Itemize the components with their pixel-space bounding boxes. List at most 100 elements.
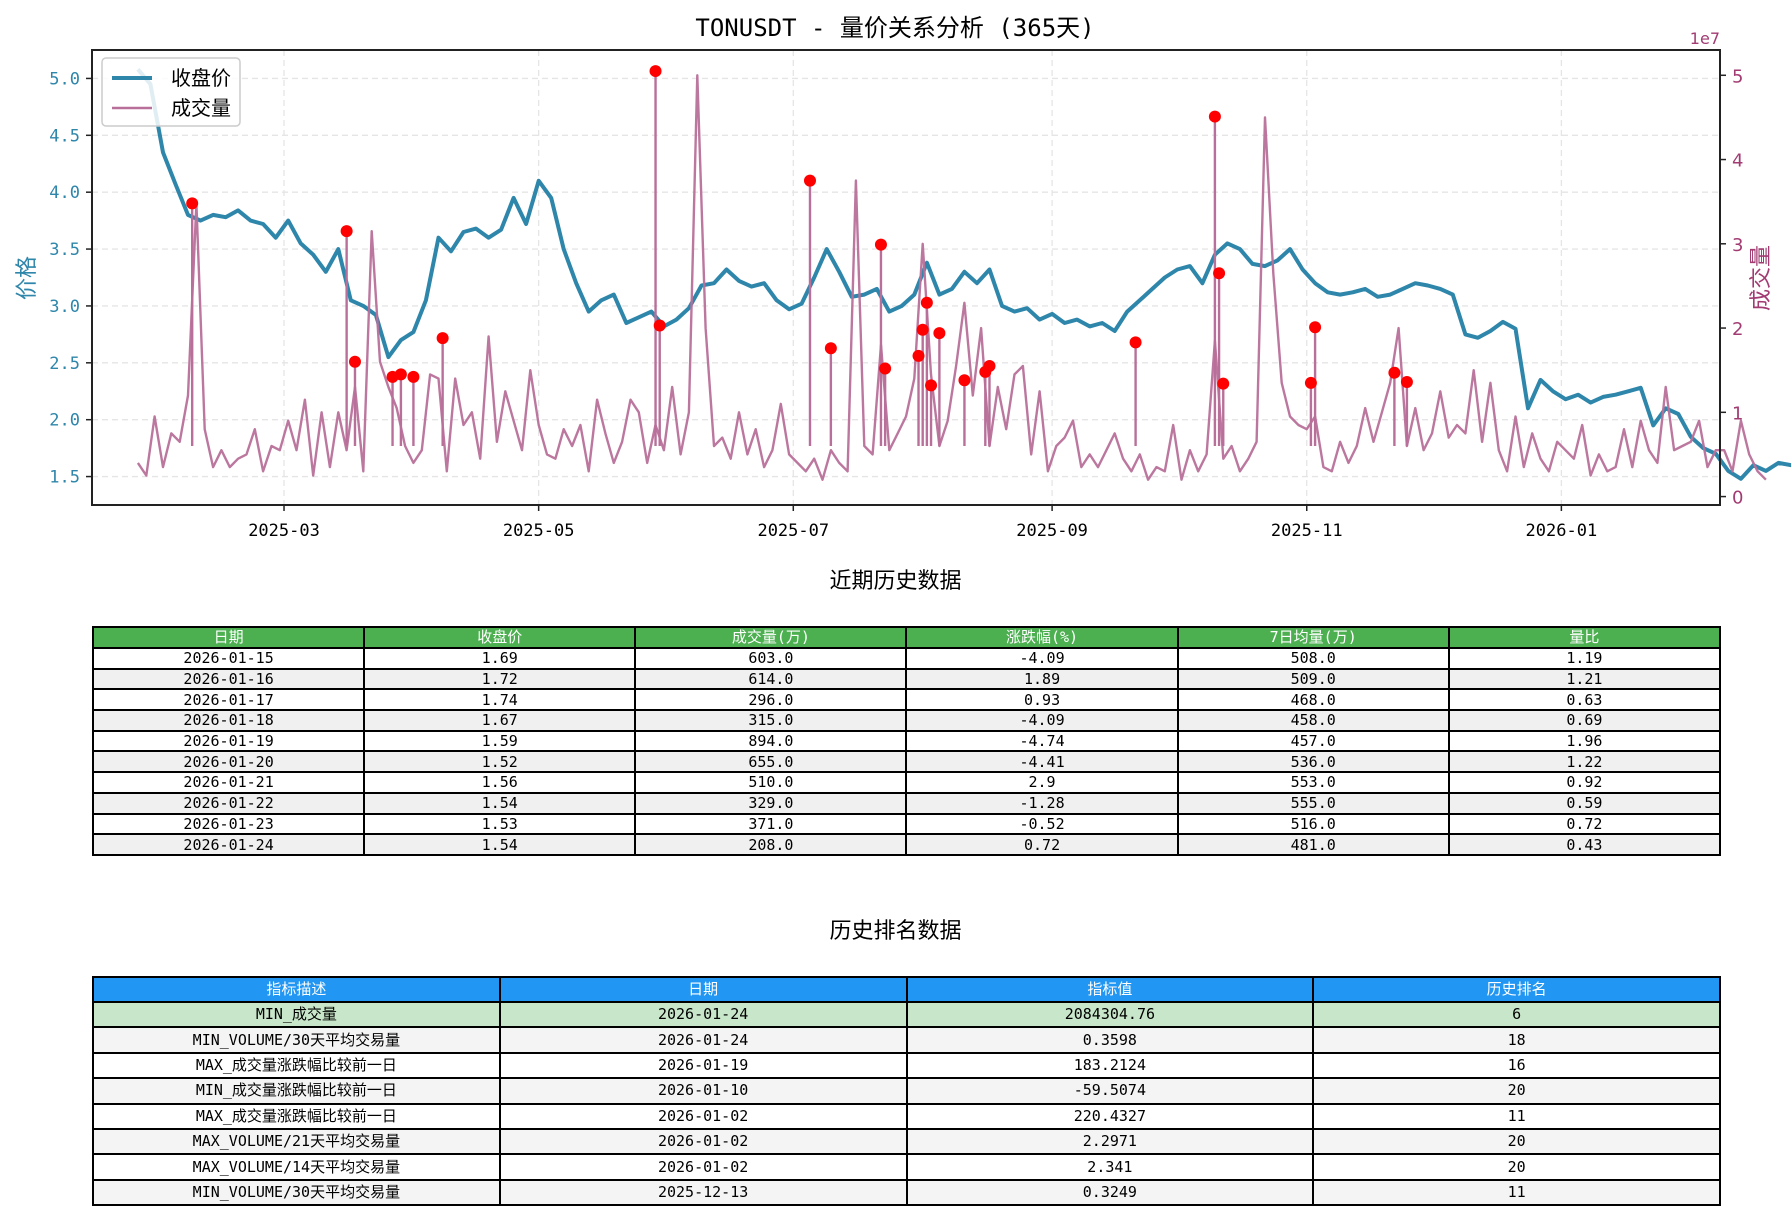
table-cell: 1.96 [1447, 729, 1722, 753]
table-cell: 614.0 [634, 667, 908, 691]
price-tick-label: 4.0 [49, 183, 80, 203]
date-tick-label: 2025-11 [1271, 521, 1343, 541]
table-cell: -4.09 [905, 709, 1179, 732]
volume-spike-marker [925, 379, 938, 392]
volume-spike-marker [394, 368, 407, 381]
table-cell: 2026-01-02 [498, 1153, 908, 1181]
volume-spike-marker [1400, 375, 1413, 388]
plot-frame [91, 49, 1721, 506]
table-cell: 0.3249 [905, 1178, 1315, 1207]
table-cell: 2026-01-23 [91, 812, 366, 836]
table-row: MIN_成交量涨跌幅比较前一日 2026-01-10 -59.5074 20 [92, 1077, 1721, 1105]
table-row: MAX_成交量涨跌幅比较前一日 2026-01-19 183.2124 16 [92, 1051, 1721, 1080]
table-cell: 0.69 [1447, 709, 1722, 732]
table-cell: 536.0 [1176, 750, 1450, 774]
date-axis: 2025-03 2025-05 2025-07 2025-09 2025-11 2026-… [248, 505, 1597, 541]
volume-tick-label: 3 [1732, 235, 1743, 256]
column-header: 指标描述 [92, 976, 501, 1003]
recent-data-title: 近期历史数据 [829, 569, 962, 594]
volume-price-chart: TONUSDT - 量价关系分析 (365天) 1.5 2.0 2.5 3.0 3.5 4… [15, 14, 1791, 541]
date-tick-label: 2025-03 [248, 521, 320, 541]
table-cell: 2026-01-24 [498, 1000, 908, 1029]
table-cell: 1.67 [363, 709, 637, 732]
volume-tick-label: 2 [1732, 319, 1743, 340]
table-cell: 2026-01-19 [91, 729, 366, 753]
table-cell: 1.89 [905, 667, 1179, 691]
table-cell: 20 [1312, 1127, 1721, 1156]
volume-spike-marker [933, 327, 946, 340]
volume-offset-label: 1e7 [1690, 29, 1720, 48]
table-cell: 11 [1312, 1102, 1721, 1130]
table-cell: 508.0 [1176, 647, 1450, 670]
table-cell: 655.0 [634, 750, 908, 774]
ranking-table-header: 指标描述 日期 指标值 历史排名 [92, 976, 1721, 1003]
table-cell: 18 [1312, 1026, 1721, 1054]
table-cell: 458.0 [1176, 709, 1450, 732]
plot-area [136, 65, 1791, 481]
volume-spike-marker [186, 197, 199, 210]
column-header: 指标值 [905, 976, 1315, 1003]
table-cell: MAX_成交量涨跌幅比较前一日 [92, 1102, 501, 1130]
table-cell: 468.0 [1176, 688, 1450, 712]
table-cell: 1.72 [363, 667, 637, 691]
volume-axis: 0 1 2 3 4 5 [1720, 66, 1743, 509]
column-header: 收盘价 [363, 626, 637, 649]
table-row: MIN_VOLUME/30天平均交易量 2025-12-13 0.3249 11 [92, 1178, 1721, 1207]
volume-spike-marker [407, 370, 420, 383]
table-cell: 1.22 [1447, 750, 1722, 774]
table-cell: 2026-01-20 [91, 750, 366, 774]
table-cell: 16 [1312, 1051, 1721, 1080]
table-row: MAX_VOLUME/14天平均交易量 2026-01-02 2.341 20 [92, 1153, 1721, 1181]
table-cell: 0.3598 [905, 1026, 1315, 1054]
volume-spike-marker [436, 332, 449, 345]
table-cell: -59.5074 [905, 1077, 1315, 1105]
table-cell: MIN_VOLUME/30天平均交易量 [92, 1178, 501, 1207]
table-row: 2026-01-17 1.74 296.0 0.93 468.0 0.63 [91, 688, 1722, 712]
column-header: 成交量(万) [634, 626, 908, 649]
volume-spike-marker [879, 362, 892, 375]
column-header: 历史排名 [1312, 976, 1721, 1003]
table-row: 2026-01-22 1.54 329.0 -1.28 555.0 0.59 [91, 791, 1722, 815]
table-row: 2026-01-16 1.72 614.0 1.89 509.0 1.21 [91, 667, 1722, 691]
volume-spike-marker [983, 359, 996, 372]
table-cell: 2026-01-15 [91, 647, 366, 670]
table-cell: 510.0 [634, 771, 908, 794]
volume-spike-marker [653, 319, 666, 332]
date-tick-label: 2026-01 [1526, 521, 1598, 541]
volume-spike-marker [824, 342, 837, 355]
price-tick-label: 2.5 [49, 354, 80, 374]
volume-tick-label: 5 [1732, 66, 1743, 87]
table-cell: 894.0 [634, 729, 908, 753]
table-cell: 509.0 [1176, 667, 1450, 691]
table-cell: 1.54 [363, 791, 637, 815]
chart-title: TONUSDT - 量价关系分析 (365天) [695, 14, 1094, 42]
price-axis: 1.5 2.0 2.5 3.0 3.5 4.0 4.5 5.0 [49, 69, 92, 488]
table-cell: 2.9 [905, 771, 1179, 794]
table-cell: 2026-01-22 [91, 791, 366, 815]
date-tick-label: 2025-09 [1016, 521, 1088, 541]
date-tick-label: 2025-07 [757, 521, 829, 541]
legend: 收盘价 成交量 [101, 57, 241, 127]
table-cell: 2026-01-21 [91, 771, 366, 794]
table-cell: 2026-01-18 [91, 709, 366, 732]
table-cell: -1.28 [905, 791, 1179, 815]
volume-spike-marker [1217, 377, 1230, 390]
table-cell: 555.0 [1176, 791, 1450, 815]
date-tick-label: 2025-05 [503, 521, 575, 541]
table-cell: 553.0 [1176, 771, 1450, 794]
table-cell: 457.0 [1176, 729, 1450, 753]
table-cell: -4.74 [905, 729, 1179, 753]
volume-spike-marker [912, 349, 925, 362]
table-cell: 20 [1312, 1077, 1721, 1105]
table-cell: 1.69 [363, 647, 637, 670]
table-cell: 2.2971 [905, 1127, 1315, 1156]
table-cell: 0.93 [905, 688, 1179, 712]
table-row: 2026-01-21 1.56 510.0 2.9 553.0 0.92 [91, 771, 1722, 794]
ranking-data-title: 历史排名数据 [829, 919, 962, 944]
column-header: 日期 [498, 976, 908, 1003]
table-cell: 0.92 [1447, 771, 1722, 794]
table-cell: 0.59 [1447, 791, 1722, 815]
volume-spike-marker [649, 65, 662, 78]
table-row: MIN_VOLUME/30天平均交易量 2026-01-24 0.3598 18 [92, 1026, 1721, 1054]
price-axis-label: 价格 [15, 256, 40, 300]
